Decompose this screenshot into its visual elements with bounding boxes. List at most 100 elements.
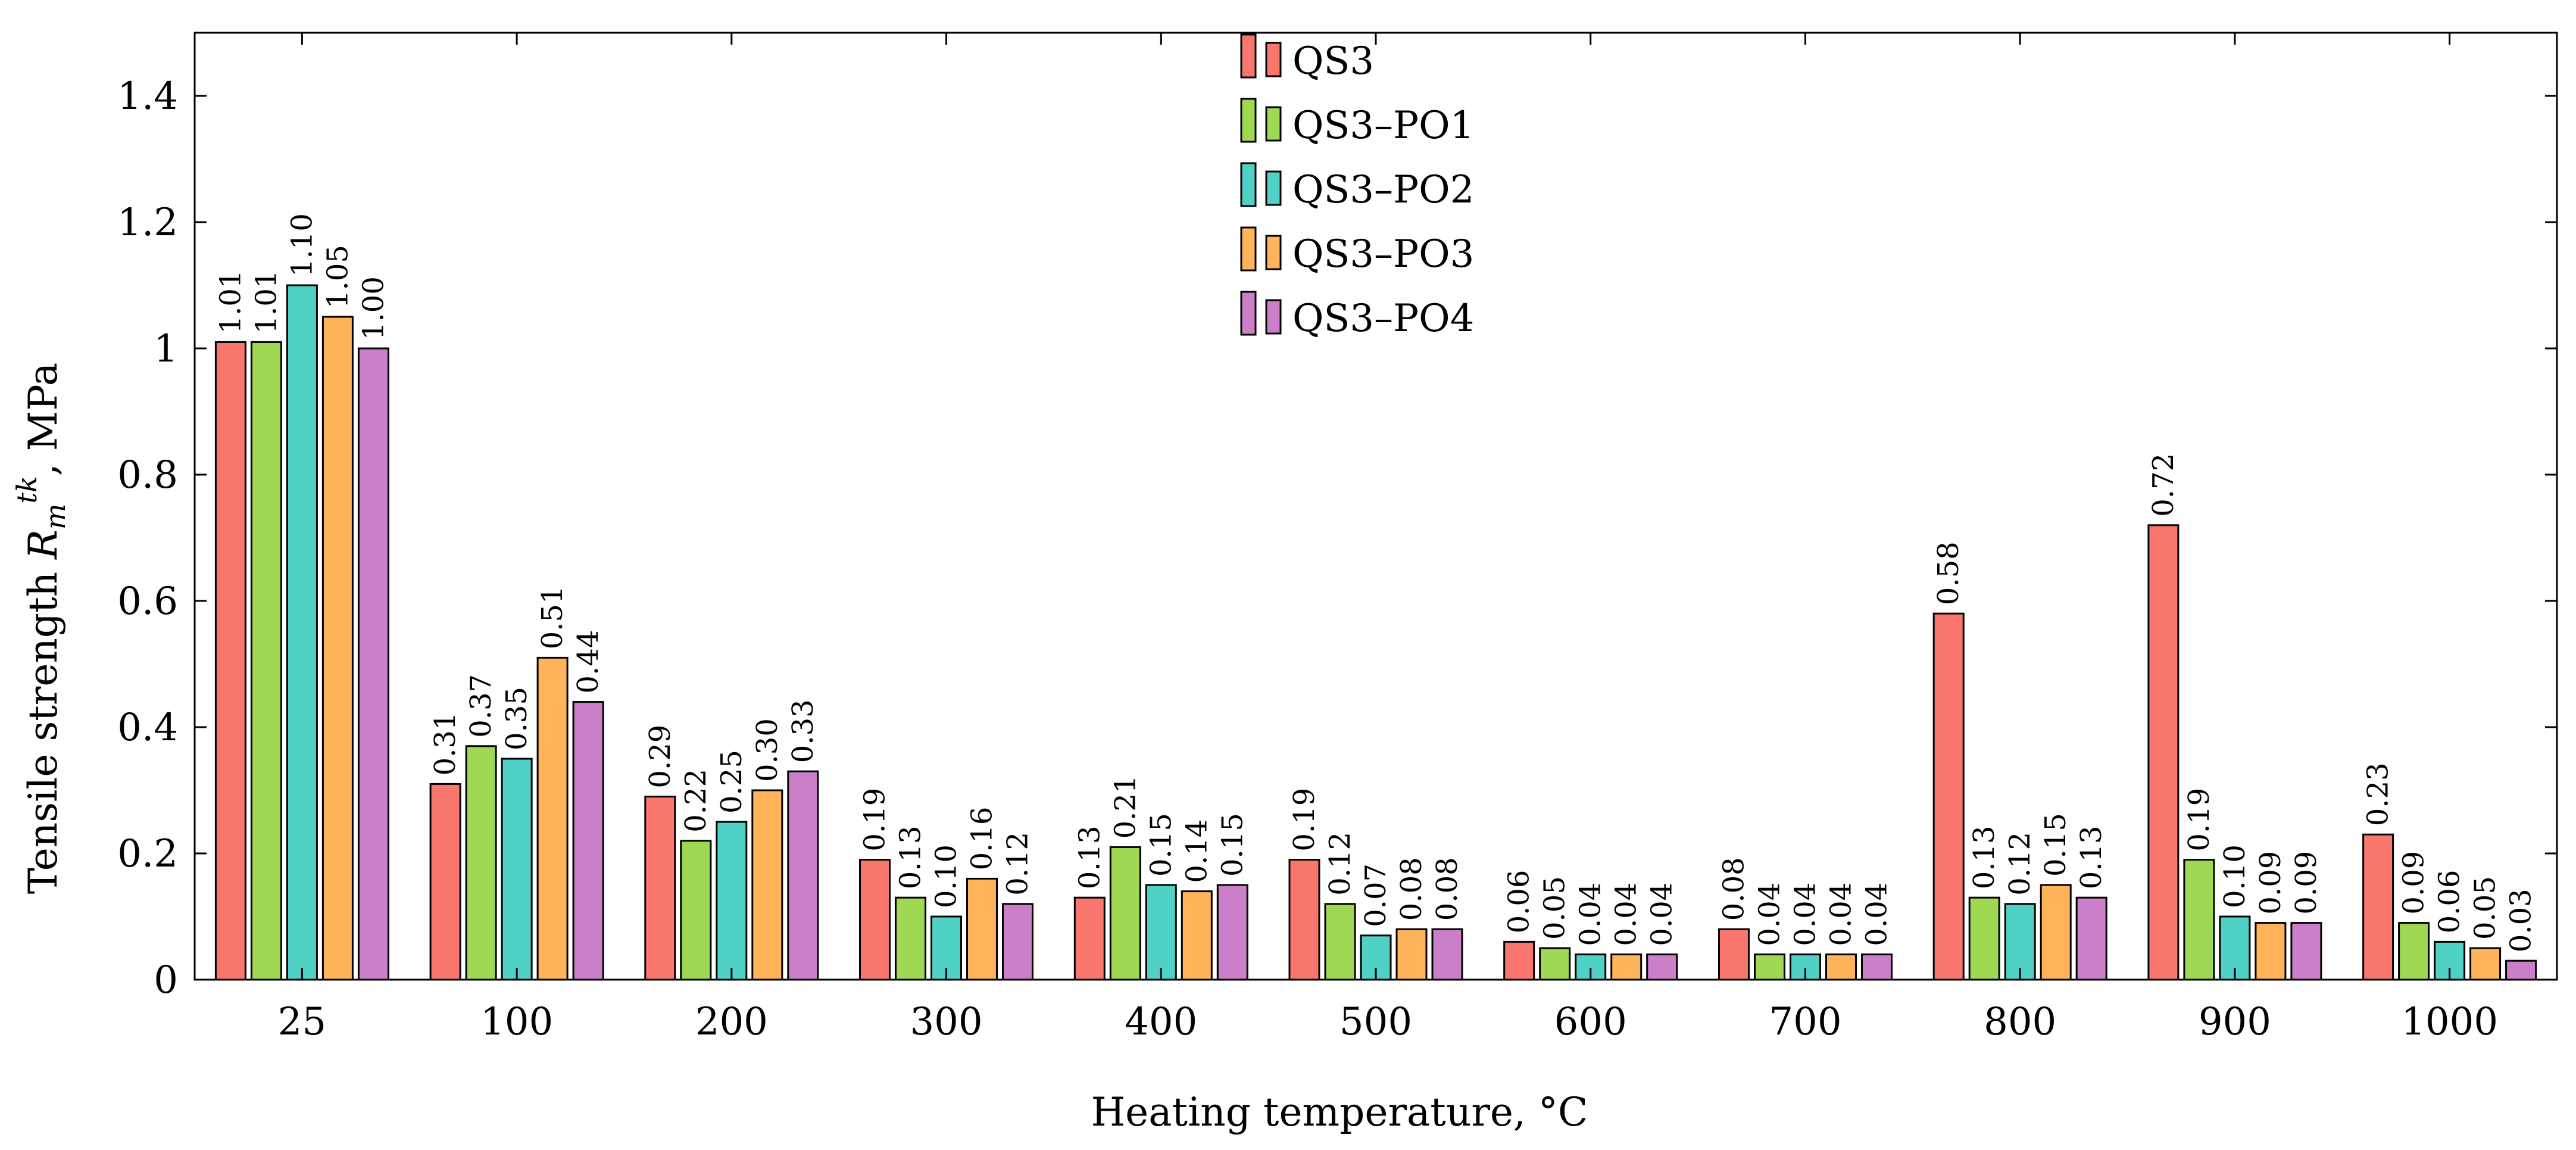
x-tick-label: 500 — [1339, 1000, 1412, 1044]
axes-layer: 0 0.2 0.4 0.6 0.8 1 1.2 1.4 25 100 200 300 400 500 600… — [117, 32, 2558, 1044]
bar — [1288, 859, 1320, 981]
bar — [465, 745, 497, 981]
data-label: 0.13 — [1968, 825, 2001, 889]
data-label: 0.22 — [679, 769, 713, 833]
bar — [572, 701, 604, 981]
data-label: 0.13 — [2075, 825, 2108, 889]
bar — [1610, 953, 1643, 981]
data-labels-layer: 1.01 1.011.10 1.05 1.000.310.37 0.350.510.44… — [214, 213, 2537, 952]
y-tick-label: 1.2 — [117, 201, 178, 245]
data-label: 0.72 — [2147, 453, 2180, 517]
data-label: 0.10 — [930, 844, 963, 908]
data-label: 0.19 — [2182, 788, 2216, 852]
bars-layer — [214, 284, 2537, 981]
bar — [1825, 953, 1857, 981]
legend-swatch-tall — [1240, 98, 1257, 143]
data-label: 0.21 — [1109, 775, 1142, 839]
bar — [214, 341, 246, 981]
data-label: 0.25 — [715, 750, 748, 814]
bar — [1324, 903, 1356, 981]
data-label: 0.05 — [1538, 876, 1572, 940]
x-tick-label: 200 — [695, 1000, 768, 1044]
x-tick-label: 400 — [1125, 1000, 1197, 1044]
legend-swatch-short — [1265, 235, 1282, 270]
data-label: 1.00 — [357, 276, 390, 340]
y-tick-label: 1.4 — [117, 74, 178, 119]
data-label: 0.03 — [2505, 889, 2538, 952]
legend-swatch-tall — [1240, 291, 1257, 336]
bar — [1109, 846, 1141, 981]
legend-swatch-tall — [1240, 226, 1257, 272]
data-label: 0.09 — [2290, 851, 2323, 915]
data-label: 0.09 — [2397, 851, 2431, 915]
bar — [2469, 947, 2502, 981]
bar — [321, 316, 354, 981]
data-label: 0.04 — [1789, 883, 1822, 946]
data-label: 0.37 — [464, 674, 498, 738]
bar — [250, 341, 282, 981]
data-label: 0.15 — [2039, 813, 2072, 877]
legend-label: QS3–PO4 — [1292, 297, 1474, 341]
data-label: 0.09 — [2254, 851, 2287, 915]
data-label: 1.10 — [285, 213, 319, 277]
bar — [859, 859, 891, 981]
y-axis-title-superscript: tk — [11, 476, 43, 503]
x-tick-label: 25 — [278, 1000, 326, 1044]
y-axis-title-subscript: m — [39, 504, 71, 530]
data-label: 0.16 — [966, 807, 999, 871]
bar — [966, 877, 998, 981]
data-label: 0.04 — [1610, 883, 1643, 946]
bar — [1646, 953, 1678, 981]
x-axis-title: Heating temperature, °C — [1091, 1089, 1588, 1135]
bar — [2040, 884, 2072, 981]
data-label: 0.13 — [1073, 825, 1106, 889]
y-tick-label: 0 — [154, 958, 178, 1002]
data-label: 0.07 — [1359, 864, 1392, 927]
data-label: 0.58 — [1932, 541, 1965, 605]
data-label: 0.04 — [1574, 883, 1607, 946]
y-tick-label: 0.8 — [117, 453, 178, 497]
data-label: 0.31 — [429, 712, 462, 776]
bar — [286, 284, 318, 981]
data-label: 0.05 — [2469, 876, 2502, 940]
legend-label: QS3 — [1292, 39, 1374, 83]
y-axis-title-symbol: R — [20, 529, 66, 560]
legend-swatch-tall — [1240, 33, 1257, 79]
bar — [1968, 896, 2000, 981]
data-label: 0.23 — [2362, 762, 2395, 826]
bar — [1503, 940, 1535, 981]
x-tick-label: 900 — [2199, 1000, 2271, 1044]
data-label: 0.29 — [644, 725, 677, 789]
data-label: 0.14 — [1180, 819, 1213, 883]
y-tick-label: 1 — [154, 327, 178, 371]
data-label: 0.12 — [2003, 832, 2037, 896]
legend-label: QS3–PO3 — [1292, 232, 1474, 276]
data-label: 0.51 — [536, 586, 569, 650]
y-axis-title: Tensile strength Rmtk, MPa — [11, 363, 71, 894]
bar — [644, 796, 676, 981]
y-tick-label: 0.2 — [117, 832, 178, 876]
x-tick-label: 100 — [480, 1000, 553, 1044]
data-label: 1.05 — [321, 245, 354, 308]
y-tick-label: 0.4 — [117, 706, 178, 750]
x-tick-label: 700 — [1769, 1000, 1841, 1044]
x-tick-label: 800 — [1984, 1000, 2056, 1044]
bar — [2183, 859, 2215, 981]
y-tick-label: 0.6 — [117, 579, 178, 624]
data-label: 0.12 — [1323, 832, 1357, 896]
bar — [2147, 524, 2180, 981]
data-label: 0.08 — [1718, 857, 1751, 921]
data-label: 0.30 — [751, 718, 784, 782]
bar — [1395, 928, 1428, 981]
bar — [2004, 903, 2036, 981]
legend-swatch-short — [1265, 42, 1282, 77]
data-label: 1.01 — [249, 270, 283, 334]
y-axis-title-prefix: Tensile strength — [20, 559, 66, 894]
bar — [2290, 922, 2322, 981]
data-label: 0.04 — [1860, 883, 1894, 946]
data-label: 1.01 — [214, 270, 247, 334]
data-label: 0.06 — [2433, 870, 2466, 934]
x-tick-label: 600 — [1554, 1000, 1627, 1044]
bar — [1932, 612, 1965, 981]
